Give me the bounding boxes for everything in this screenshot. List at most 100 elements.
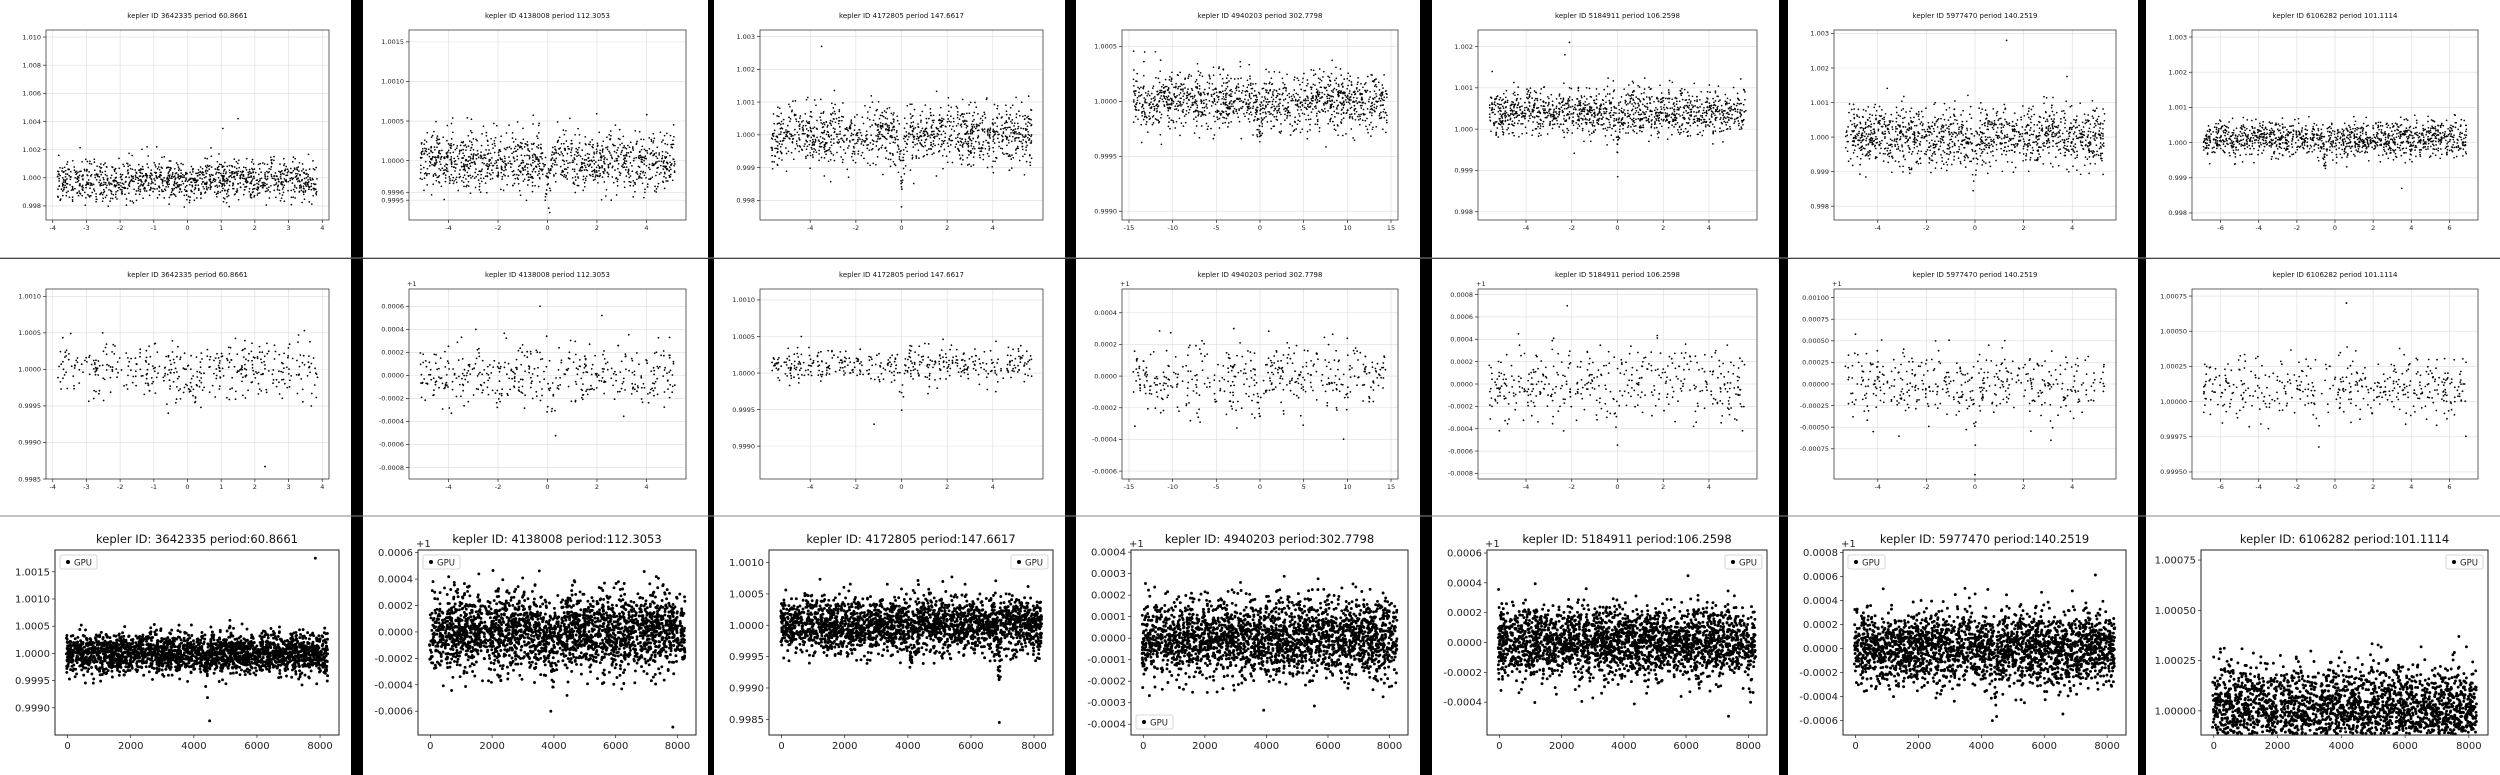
- data-point: [619, 143, 621, 146]
- data-point: [1323, 86, 1326, 89]
- data-point: [1346, 87, 1349, 90]
- data-point: [86, 174, 89, 176]
- data-point: [266, 178, 269, 180]
- data-point: [809, 151, 811, 154]
- data-point: [170, 191, 173, 194]
- data-point: [280, 197, 283, 200]
- data-point: [1017, 127, 1019, 130]
- data-point: [963, 123, 966, 126]
- data-point: [184, 171, 187, 174]
- data-point: [576, 184, 579, 187]
- data-point: [292, 177, 295, 180]
- data-point: [484, 157, 487, 160]
- data-point: [256, 186, 259, 188]
- data-point: [541, 157, 543, 160]
- data-point: [485, 149, 487, 151]
- data-point: [99, 184, 102, 187]
- data-point: [158, 193, 161, 196]
- data-point: [665, 151, 667, 153]
- data-point: [305, 185, 308, 187]
- data-point: [294, 186, 296, 188]
- data-point: [991, 165, 994, 168]
- data-point: [436, 137, 438, 139]
- data-point: [1265, 101, 1268, 103]
- data-point: [872, 162, 875, 165]
- data-point: [859, 131, 862, 134]
- data-point: [613, 160, 616, 163]
- data-point: [832, 127, 835, 130]
- data-point: [1195, 102, 1197, 105]
- data-point: [451, 179, 454, 182]
- data-point: [200, 193, 203, 195]
- data-point: [66, 163, 68, 166]
- data-point: [279, 199, 282, 202]
- chart-panel: kepler ID 4138008 period 112.3053-4 -2 0 2 4…: [363, 0, 708, 258]
- data-point: [1156, 105, 1159, 108]
- data-point: [488, 160, 491, 162]
- data-point: [280, 180, 283, 183]
- data-point: [215, 171, 218, 174]
- data-point: [1169, 97, 1172, 100]
- data-point: [799, 117, 801, 119]
- data-point: [554, 145, 556, 148]
- data-point: [527, 176, 530, 178]
- data-point: [866, 162, 869, 165]
- data-point: [1271, 103, 1274, 106]
- data-point: [207, 186, 210, 189]
- data-point: [252, 187, 255, 190]
- data-point: [1179, 101, 1182, 103]
- data-point: [121, 173, 124, 176]
- data-point: [853, 116, 856, 118]
- data-point: [1206, 128, 1209, 130]
- data-point: [1174, 108, 1176, 111]
- data-point: [668, 170, 671, 172]
- data-point: [833, 159, 836, 162]
- data-point: [526, 140, 529, 143]
- data-point: [465, 178, 467, 180]
- data-point: [1206, 93, 1209, 96]
- data-point: [1290, 95, 1293, 98]
- data-point: [1333, 87, 1336, 90]
- data-point: [463, 185, 465, 188]
- data-point: [264, 177, 266, 179]
- data-point: [638, 151, 641, 153]
- data-point: [898, 156, 901, 158]
- data-point: [176, 185, 179, 187]
- data-point: [839, 133, 841, 135]
- data-point: [642, 170, 645, 173]
- data-point: [553, 159, 556, 161]
- data-point: [1239, 65, 1242, 68]
- data-point: [135, 190, 138, 192]
- data-point: [1234, 92, 1236, 94]
- data-point: [979, 150, 982, 153]
- data-point: [1239, 60, 1242, 63]
- data-point: [1143, 51, 1146, 53]
- data-point: [491, 164, 494, 167]
- data-point: [890, 112, 893, 115]
- data-point: [438, 160, 441, 163]
- data-point: [539, 167, 541, 170]
- data-point: [1301, 101, 1303, 104]
- data-point: [106, 177, 109, 180]
- data-point: [978, 154, 981, 156]
- data-point: [1009, 126, 1011, 129]
- data-point: [1221, 90, 1224, 93]
- data-point: [965, 126, 968, 129]
- data-point: [659, 164, 662, 167]
- data-point: [453, 157, 456, 160]
- data-point: [425, 174, 428, 177]
- data-point: [971, 129, 974, 132]
- data-point: [193, 192, 195, 195]
- data-point: [1280, 113, 1282, 116]
- data-point: [280, 183, 283, 186]
- data-point: [223, 179, 226, 181]
- data-point: [930, 143, 933, 146]
- data-point: [96, 165, 98, 168]
- data-point: [634, 183, 637, 186]
- data-point: [1249, 75, 1251, 77]
- data-point: [972, 164, 975, 166]
- data-point: [64, 184, 66, 187]
- data-point: [562, 159, 564, 162]
- data-point: [194, 187, 197, 189]
- data-point: [95, 200, 97, 203]
